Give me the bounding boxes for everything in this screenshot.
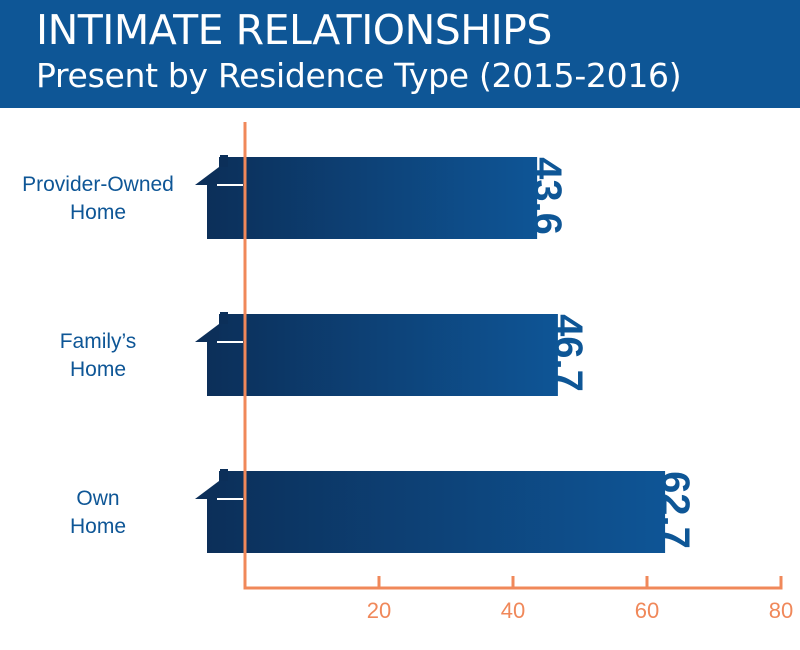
house-roof-icon bbox=[195, 167, 219, 185]
x-tick-label: 20 bbox=[367, 598, 391, 623]
bar-body bbox=[207, 157, 538, 239]
bar-3 bbox=[195, 469, 666, 553]
data-label-3: 62.7 bbox=[653, 471, 697, 549]
data-label-1: 43.6 bbox=[525, 157, 569, 235]
chimney-icon bbox=[220, 155, 228, 167]
chart-subtitle: Present by Residence Type (2015-2016) bbox=[36, 56, 682, 95]
chimney-icon bbox=[220, 469, 228, 481]
category-label-2: Family’s Home bbox=[59, 330, 137, 381]
x-tick-label: 80 bbox=[769, 598, 793, 623]
x-tick-label: 40 bbox=[501, 598, 525, 623]
chart-title: INTIMATE RELATIONSHIPS bbox=[36, 6, 552, 54]
bar-2 bbox=[195, 312, 558, 396]
category-label-3: Own Home bbox=[69, 487, 127, 538]
bar-1 bbox=[195, 155, 538, 239]
bar-body bbox=[207, 314, 558, 396]
house-roof-icon bbox=[195, 324, 219, 342]
chimney-icon bbox=[220, 312, 228, 324]
chart-header: INTIMATE RELATIONSHIPS Present by Reside… bbox=[0, 0, 800, 108]
x-tick-label: 60 bbox=[635, 598, 659, 623]
data-label-2: 46.7 bbox=[546, 314, 590, 392]
category-label-1: Provider-Owned Home bbox=[22, 173, 174, 224]
bar-body bbox=[207, 471, 666, 553]
house-roof-icon bbox=[195, 481, 219, 499]
